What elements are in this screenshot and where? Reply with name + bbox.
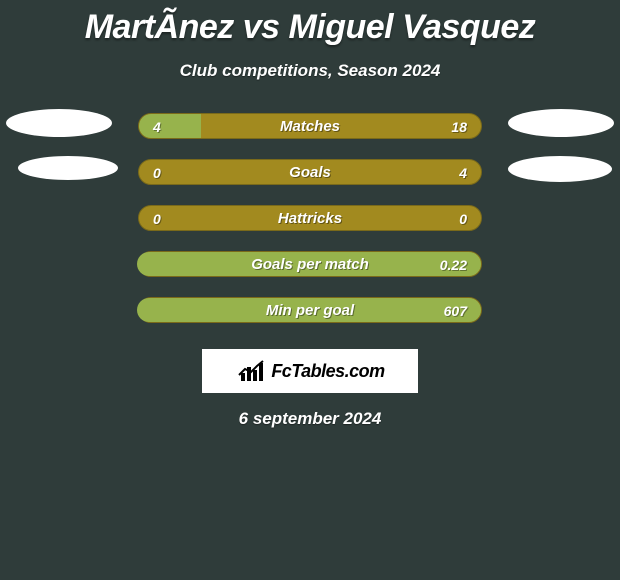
metric-row: Goals per match 0.22 [0,251,620,297]
player-oval-left [18,156,118,180]
page-subtitle: Club competitions, Season 2024 [0,61,620,81]
date-text: 6 september 2024 [0,409,620,429]
player-oval-right [508,109,614,137]
logo-text: FcTables.com [271,361,384,382]
page-title: MartÃ­nez vs Miguel Vasquez [0,0,620,47]
metric-label: Hattricks [139,206,481,232]
value-right: 4 [459,160,467,186]
bar-track: 4 Matches 18 [138,113,482,139]
comparison-chart: 4 Matches 18 0 Goals 4 0 Hattricks 0 [0,113,620,343]
metric-row: Min per goal 607 [0,297,620,343]
metric-label: Matches [139,114,481,140]
value-right: 0.22 [440,252,467,278]
player-oval-left [6,109,112,137]
metric-row: 0 Hattricks 0 [0,205,620,251]
metric-row: 4 Matches 18 [0,113,620,159]
value-right: 0 [459,206,467,232]
metric-label: Goals [139,160,481,186]
player-oval-right [508,156,612,182]
value-right: 607 [444,298,467,324]
bar-track: 0 Goals 4 [138,159,482,185]
logo-box: FcTables.com [202,349,418,393]
bar-track: 0 Hattricks 0 [138,205,482,231]
metric-label: Goals per match [139,252,481,278]
metric-row: 0 Goals 4 [0,159,620,205]
bar-track: Goals per match 0.22 [138,251,482,277]
bar-track: Min per goal 607 [138,297,482,323]
metric-label: Min per goal [139,298,481,324]
value-right: 18 [451,114,467,140]
chart-icon [235,359,267,383]
